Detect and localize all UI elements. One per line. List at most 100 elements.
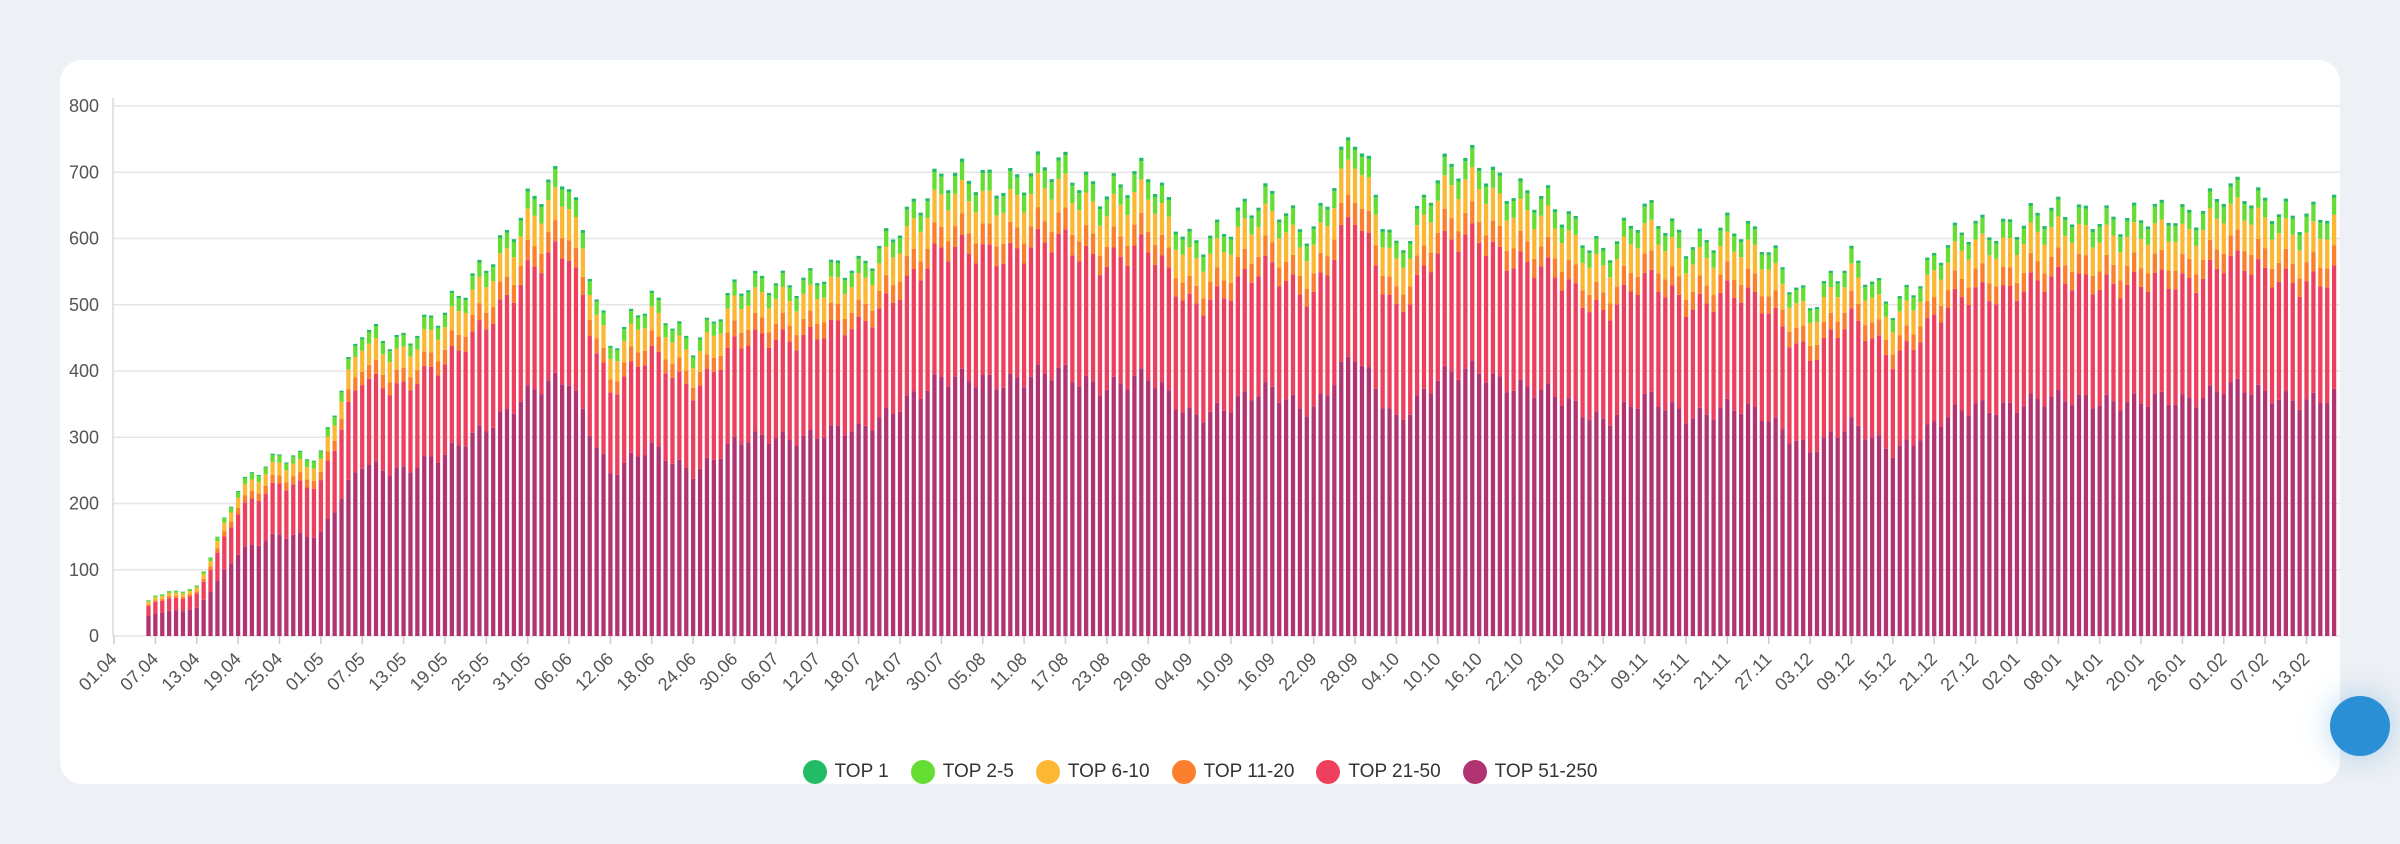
bar-segment-top-2-5 xyxy=(628,311,634,324)
bar-segment-top-2-5 xyxy=(235,492,241,498)
bar-segment-top-21-50 xyxy=(2097,289,2102,406)
bar-segment-top-2-5 xyxy=(684,337,689,350)
legend-item-top-6-10[interactable]: TOP 6-10 xyxy=(1035,760,1150,784)
bar-segment-top-11-20 xyxy=(677,357,682,372)
bar-segment-top-6-10 xyxy=(353,356,358,378)
bar-segment-top-1 xyxy=(284,462,289,464)
bar-segment-top-21-50 xyxy=(1408,304,1413,415)
bar-segment-top-21-50 xyxy=(1001,263,1006,388)
bar-segment-top-2-5 xyxy=(1828,273,1833,288)
bar-segment-top-1 xyxy=(560,186,565,190)
bar-segment-top-51-250 xyxy=(1008,373,1013,636)
bar-segment-top-1 xyxy=(1104,196,1109,200)
bar-segment-top-21-50 xyxy=(1732,297,1737,411)
bar-segment-top-6-10 xyxy=(2263,217,2268,249)
bar-segment-top-51-250 xyxy=(801,435,806,636)
bar-segment-top-1 xyxy=(801,277,806,281)
bar-segment-top-21-50 xyxy=(463,351,468,447)
bar-segment-top-21-50 xyxy=(1428,272,1434,394)
bar-segment-top-21-50 xyxy=(2304,281,2309,400)
bar-segment-top-11-20 xyxy=(1277,267,1282,287)
bar-segment-top-51-250 xyxy=(173,610,179,636)
legend-label: TOP 11-20 xyxy=(1203,761,1295,782)
bar-segment-top-21-50 xyxy=(622,376,627,463)
bar-segment-top-11-20 xyxy=(1718,274,1723,293)
bar-segment-top-21-50 xyxy=(1483,255,1489,383)
bar-segment-top-51-250 xyxy=(422,456,427,636)
bar-segment-top-11-20 xyxy=(2200,259,2206,279)
bar-segment-top-21-50 xyxy=(242,502,248,547)
bar-segment-top-6-10 xyxy=(1870,297,1875,323)
bar-segment-top-11-20 xyxy=(987,223,992,245)
bar-segment-top-11-20 xyxy=(298,472,303,481)
bar-segment-top-1 xyxy=(1346,137,1351,141)
bar-segment-top-51-250 xyxy=(1890,457,1895,636)
bar-segment-top-2-5 xyxy=(1056,160,1061,179)
bar-segment-top-2-5 xyxy=(546,182,551,201)
legend-item-top-1[interactable]: TOP 1 xyxy=(802,760,889,784)
floating-action-button[interactable] xyxy=(2330,696,2390,756)
bar-segment-top-11-20 xyxy=(911,248,916,269)
bar-segment-top-1 xyxy=(2021,225,2026,229)
bar-segment-top-51-250 xyxy=(277,534,282,636)
bar-segment-top-2-5 xyxy=(1132,174,1137,193)
bar-segment-top-2-5 xyxy=(1304,246,1309,262)
bar-segment-top-6-10 xyxy=(615,361,620,382)
bar-segment-top-2-5 xyxy=(187,589,192,592)
bar-segment-top-6-10 xyxy=(1408,258,1413,287)
bar-segment-top-2-5 xyxy=(497,237,503,254)
bar-segment-top-21-50 xyxy=(1876,335,1882,436)
bar-segment-top-6-10 xyxy=(187,591,192,595)
bar-segment-top-1 xyxy=(2331,194,2337,198)
bar-segment-top-1 xyxy=(1821,281,1827,284)
bar-segment-top-11-20 xyxy=(684,370,689,384)
bar-segment-top-1 xyxy=(1159,182,1165,186)
bar-segment-top-2-5 xyxy=(1380,231,1385,248)
bar-segment-top-6-10 xyxy=(1077,210,1082,242)
bar-segment-top-2-5 xyxy=(1835,283,1840,298)
bar-segment-top-1 xyxy=(1187,228,1192,232)
bar-segment-top-6-10 xyxy=(642,328,648,351)
bar-segment-top-51-250 xyxy=(1511,390,1516,636)
bar-segment-top-21-50 xyxy=(2125,284,2130,402)
bar-segment-top-51-250 xyxy=(2125,401,2130,636)
legend-item-top-51-250[interactable]: TOP 51-250 xyxy=(1462,760,1597,784)
bar-segment-top-1 xyxy=(2083,205,2089,209)
bar-segment-top-6-10 xyxy=(946,210,951,242)
bar-segment-top-1 xyxy=(1263,183,1268,187)
bar-segment-top-51-250 xyxy=(2063,401,2068,636)
bar-segment-top-6-10 xyxy=(346,369,351,390)
bar-segment-top-6-10 xyxy=(1938,279,1944,306)
bar-segment-top-2-5 xyxy=(1290,208,1296,225)
bar-segment-top-21-50 xyxy=(153,601,158,614)
bar-segment-top-51-250 xyxy=(2132,393,2137,636)
bar-segment-top-21-50 xyxy=(711,371,716,460)
bar-segment-top-1 xyxy=(642,313,648,316)
bar-segment-top-6-10 xyxy=(2304,232,2309,263)
bar-segment-top-1 xyxy=(1587,250,1592,254)
bar-segment-top-51-250 xyxy=(1663,410,1668,636)
bar-segment-top-1 xyxy=(2221,203,2226,207)
bar-segment-top-21-50 xyxy=(263,493,268,542)
bar-segment-top-11-20 xyxy=(504,276,510,295)
bar-segment-top-1 xyxy=(291,455,296,457)
bar-segment-top-2-5 xyxy=(732,281,737,296)
bar-segment-top-6-10 xyxy=(1849,263,1854,291)
bar-segment-top-6-10 xyxy=(663,337,668,360)
legend-item-top-2-5[interactable]: TOP 2-5 xyxy=(910,760,1014,784)
bar-segment-top-11-20 xyxy=(180,596,186,599)
bar-segment-top-51-250 xyxy=(1152,388,1158,636)
bar-segment-top-21-50 xyxy=(1132,245,1137,376)
bar-segment-top-6-10 xyxy=(932,189,937,223)
bar-segment-top-2-5 xyxy=(2311,204,2316,222)
bar-segment-top-1 xyxy=(1766,252,1771,255)
bar-segment-top-1 xyxy=(463,297,468,301)
bar-segment-top-11-20 xyxy=(1028,226,1034,248)
bar-segment-top-1 xyxy=(1814,307,1820,310)
bar-segment-top-2-5 xyxy=(1601,250,1606,266)
bar-segment-top-51-250 xyxy=(1690,418,1696,636)
bar-segment-top-51-250 xyxy=(263,541,268,636)
bar-segment-top-2-5 xyxy=(1084,174,1089,193)
legend-item-top-21-50[interactable]: TOP 21-50 xyxy=(1316,760,1441,784)
legend-item-top-11-20[interactable]: TOP 11-20 xyxy=(1171,760,1295,784)
